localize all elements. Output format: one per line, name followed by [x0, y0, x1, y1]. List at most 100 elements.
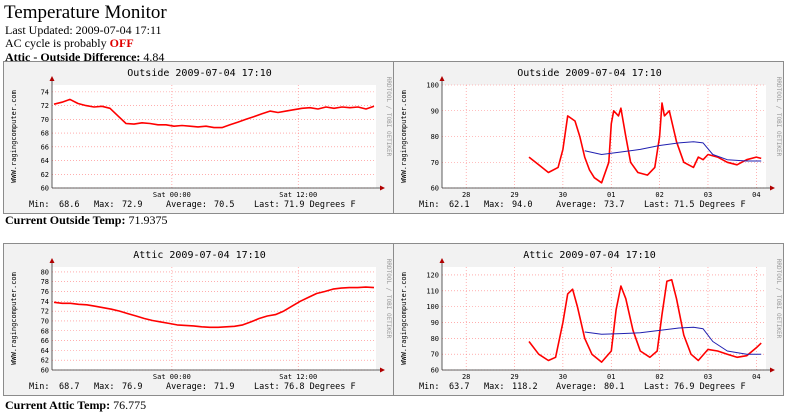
footer-max-label: Max: — [484, 382, 504, 392]
ac-status-label: AC cycle is probably — [5, 36, 107, 50]
y-axis-arrow — [49, 258, 55, 263]
y-axis-arrow — [439, 76, 445, 81]
difference-value: 4.84 — [143, 50, 165, 64]
chart-title: Outside 2009-07-04 17:10 — [517, 68, 662, 79]
y-tick-label: 60 — [41, 185, 49, 193]
x-tick-label: 30 — [559, 191, 567, 199]
y-tick-label: 66 — [41, 143, 49, 151]
y-tick-label: 80 — [431, 133, 439, 141]
footer-min-label: Min: — [29, 382, 49, 392]
footer-min: 62.1 — [449, 200, 469, 210]
y-tick-label: 62 — [41, 357, 49, 365]
footer-avg: 71.9 — [214, 382, 234, 392]
footer-avg: 73.7 — [604, 200, 624, 210]
y-tick-label: 70 — [41, 317, 49, 325]
ac-status-value: OFF — [109, 36, 134, 50]
x-tick-label: Sat 00:00 — [153, 373, 191, 381]
vertical-label-right: RRDTOOL / TOBI OETIKER — [385, 259, 392, 339]
x-tick-label: 30 — [559, 373, 567, 381]
footer-min-label: Min: — [29, 200, 49, 210]
vertical-label-right: RRDTOOL / TOBI OETIKER — [775, 77, 782, 157]
footer-avg-label: Average: — [556, 200, 597, 210]
y-tick-label: 76 — [41, 288, 49, 296]
y-tick-label: 66 — [41, 337, 49, 345]
chart-title: Attic 2009-07-04 17:10 — [523, 250, 655, 261]
y-tick-label: 90 — [431, 319, 439, 327]
footer-last: 71.5 Degrees F — [674, 200, 746, 210]
y-tick-label: 64 — [41, 157, 49, 165]
y-tick-label: 68 — [41, 327, 49, 335]
x-tick-label: 28 — [462, 191, 470, 199]
footer-max: 76.9 — [122, 382, 142, 392]
footer-last-label: Last: — [254, 382, 280, 392]
footer-min: 63.7 — [449, 382, 469, 392]
x-tick-label: 02 — [655, 191, 663, 199]
chart-title: Attic 2009-07-04 17:10 — [133, 250, 265, 261]
y-tick-label: 70 — [431, 351, 439, 359]
current-outside-label: Current Outside Temp: — [5, 213, 126, 227]
y-tick-label: 72 — [41, 102, 49, 110]
plot-area — [442, 267, 766, 370]
x-tick-label: 29 — [510, 373, 518, 381]
vertical-label-left: WWW.ragingcomputer.com — [400, 90, 408, 183]
vertical-label-left: WWW.ragingcomputer.com — [400, 272, 408, 365]
x-axis-arrow — [380, 185, 385, 191]
current-attic-line: Current Attic Temp: 76.775 — [5, 398, 146, 413]
last-updated-line: Last Updated: 2009-07-04 17:11 — [5, 23, 162, 38]
footer-last: 71.9 Degrees F — [284, 200, 356, 210]
footer-avg-label: Average: — [166, 200, 207, 210]
y-tick-label: 70 — [41, 116, 49, 124]
y-axis-arrow — [439, 258, 445, 263]
y-tick-label: 80 — [431, 335, 439, 343]
y-axis-arrow — [49, 76, 55, 81]
y-tick-label: 74 — [41, 88, 49, 96]
y-tick-label: 100 — [426, 82, 439, 90]
x-tick-label: 03 — [704, 373, 712, 381]
footer-last: 76.9 Degrees F — [674, 382, 746, 392]
series-line-secondary — [584, 141, 762, 162]
x-axis-arrow — [770, 185, 775, 191]
vertical-label-right: RRDTOOL / TOBI OETIKER — [385, 77, 392, 157]
y-tick-label: 72 — [41, 308, 49, 316]
x-axis-arrow — [380, 367, 385, 373]
y-tick-label: 80 — [41, 268, 49, 276]
footer-avg-label: Average: — [556, 382, 597, 392]
footer-avg-label: Average: — [166, 382, 207, 392]
outside-weekly-graph: Outside 2009-07-04 17:10 60 70 80 90 100 28 29 3… — [393, 61, 784, 214]
footer-avg: 80.1 — [604, 382, 624, 392]
y-tick-label: 62 — [41, 171, 49, 179]
y-tick-label: 74 — [41, 298, 49, 306]
x-tick-label: 01 — [607, 373, 615, 381]
vertical-label-right: RRDTOOL / TOBI OETIKER — [775, 259, 782, 339]
x-tick-label: 01 — [607, 191, 615, 199]
footer-max-label: Max: — [94, 200, 114, 210]
current-attic-label: Current Attic Temp: — [5, 398, 111, 412]
x-tick-label: 29 — [510, 191, 518, 199]
last-updated-value: 2009-07-04 17:11 — [75, 23, 162, 37]
footer-max-label: Max: — [94, 382, 114, 392]
plot-area — [52, 267, 376, 370]
x-tick-label: 28 — [462, 373, 470, 381]
y-tick-label: 68 — [41, 130, 49, 138]
footer-last-label: Last: — [254, 200, 280, 210]
y-tick-label: 60 — [431, 185, 439, 193]
x-axis-arrow — [770, 367, 775, 373]
difference-line: Attic - Outside Difference: 4.84 — [5, 50, 164, 65]
attic-daily-graph: Attic 2009-07-04 17:10 60 62 64 66 68 70 72 74 76… — [3, 243, 394, 396]
series-line-primary — [528, 102, 762, 184]
y-tick-label: 90 — [431, 107, 439, 115]
footer-min-label: Min: — [419, 200, 439, 210]
y-tick-label: 100 — [426, 303, 439, 311]
footer-min: 68.7 — [59, 382, 79, 392]
y-tick-label: 70 — [431, 159, 439, 167]
x-tick-label: Sat 12:00 — [279, 191, 317, 199]
footer-min: 68.6 — [59, 200, 79, 210]
footer-max-label: Max: — [484, 200, 504, 210]
y-tick-label: 64 — [41, 347, 49, 355]
x-tick-label: 04 — [752, 191, 760, 199]
y-tick-label: 60 — [41, 367, 49, 375]
y-tick-label: 60 — [431, 367, 439, 375]
footer-last-label: Last: — [644, 382, 670, 392]
ac-status-line: AC cycle is probably OFF — [5, 36, 134, 51]
vertical-label-left: WWW.ragingcomputer.com — [10, 272, 18, 365]
